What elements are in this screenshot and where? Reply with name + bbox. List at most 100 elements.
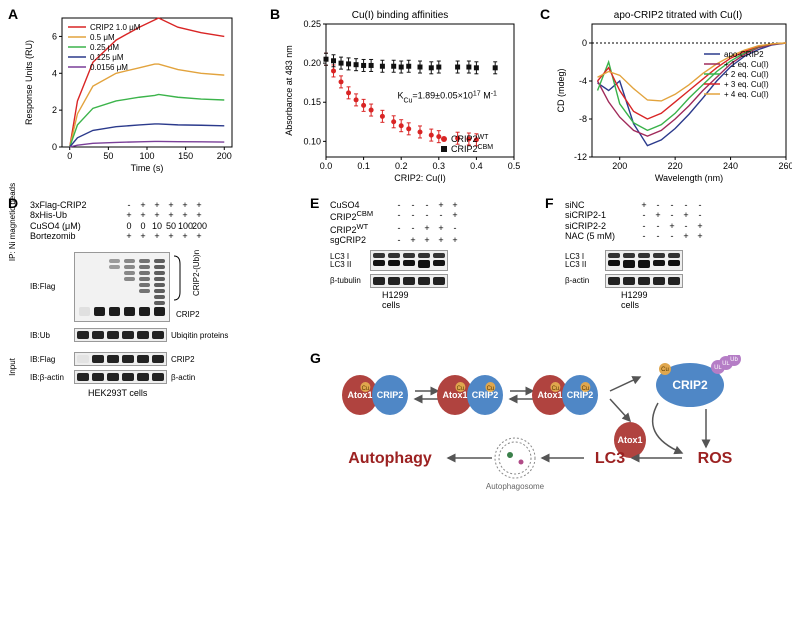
- svg-text:260: 260: [778, 161, 792, 171]
- condition-cell: -: [637, 221, 651, 231]
- condition-cell: -: [679, 200, 693, 210]
- svg-text:100: 100: [139, 151, 154, 161]
- condition-cell: -: [420, 200, 434, 210]
- condition-cell: -: [392, 210, 406, 222]
- condition-cell: +: [693, 231, 707, 241]
- svg-text:Cu: Cu: [582, 386, 590, 392]
- svg-text:150: 150: [178, 151, 193, 161]
- svg-text:CRIP2: CRIP2: [377, 390, 404, 400]
- svg-text:0.0156 μM: 0.0156 μM: [90, 63, 128, 72]
- panel-a-label: A: [8, 6, 18, 22]
- svg-text:+ 3 eq. Cu(I): + 3 eq. Cu(I): [724, 80, 769, 89]
- svg-text:50: 50: [103, 151, 113, 161]
- svg-text:CD (mdeg): CD (mdeg): [556, 68, 566, 112]
- svg-text:200: 200: [612, 161, 627, 171]
- condition-cell: -: [406, 200, 420, 210]
- condition-cell: -: [665, 210, 679, 220]
- condition-cell: +: [192, 210, 206, 220]
- group-input: Input: [8, 342, 17, 392]
- svg-text:LC3: LC3: [595, 450, 625, 467]
- condition-cell: -: [637, 231, 651, 241]
- svg-text:+ 1 eq. Cu(I): + 1 eq. Cu(I): [724, 60, 769, 69]
- condition-cell: +: [150, 231, 164, 241]
- svg-text:Cu: Cu: [457, 386, 465, 392]
- condition-cell: +: [420, 235, 434, 245]
- condition-cell: 10: [150, 221, 164, 231]
- condition-cell: -: [637, 210, 651, 220]
- condition-cell: +: [164, 231, 178, 241]
- svg-text:0.125 μM: 0.125 μM: [90, 53, 124, 62]
- condition-label: siCRIP2-2: [565, 221, 637, 231]
- svg-text:0.10: 0.10: [303, 136, 321, 146]
- svg-text:-4: -4: [579, 76, 587, 86]
- svg-text:Ub: Ub: [730, 357, 738, 363]
- svg-text:+ 4 eq. Cu(I): + 4 eq. Cu(I): [724, 90, 769, 99]
- condition-cell: +: [122, 210, 136, 220]
- condition-cell: +: [178, 210, 192, 220]
- condition-cell: -: [434, 210, 448, 222]
- panel-d-blots: IP: Ni magnetic beadsInputIB:FlagCRIP2-(…: [30, 252, 238, 322]
- condition-cell: +: [448, 200, 462, 210]
- condition-cell: +: [192, 200, 206, 210]
- condition-cell: +: [178, 231, 192, 241]
- condition-label: NAC (5 mM): [565, 231, 637, 241]
- condition-label: 3xFlag-CRIP2: [30, 200, 122, 210]
- svg-text:0.25 μM: 0.25 μM: [90, 43, 119, 52]
- svg-text:0.15: 0.15: [303, 97, 321, 107]
- panel-c-label: C: [540, 6, 550, 22]
- condition-cell: -: [693, 210, 707, 220]
- condition-cell: +: [637, 200, 651, 210]
- svg-text:CRIP2: Cu(I): CRIP2: Cu(I): [394, 173, 446, 183]
- panel-f-cell-line: H1299 cells: [621, 290, 648, 310]
- panel-e-conditions: CuSO4---++CRIP2CBM----+CRIP2WT--++-sgCRI…: [330, 200, 462, 245]
- condition-cell: +: [434, 235, 448, 245]
- svg-text:0: 0: [582, 38, 587, 48]
- condition-cell: -: [448, 223, 462, 235]
- condition-cell: -: [651, 231, 665, 241]
- condition-cell: -: [679, 221, 693, 231]
- condition-label: CRIP2WT: [330, 223, 392, 235]
- condition-cell: -: [392, 223, 406, 235]
- condition-cell: +: [679, 210, 693, 220]
- condition-cell: +: [434, 223, 448, 235]
- condition-cell: +: [651, 210, 665, 220]
- condition-cell: +: [693, 221, 707, 231]
- svg-text:Cu: Cu: [552, 386, 560, 392]
- panel-e-label: E: [310, 195, 319, 211]
- svg-text:0.4: 0.4: [470, 161, 483, 171]
- panel-d-cell-line: HEK293T cells: [88, 388, 147, 398]
- svg-text:220: 220: [668, 161, 683, 171]
- svg-text:0.1: 0.1: [357, 161, 370, 171]
- condition-cell: +: [665, 221, 679, 231]
- svg-text:6: 6: [52, 31, 57, 41]
- condition-label: 8xHis-Ub: [30, 210, 122, 220]
- svg-text:0.3: 0.3: [433, 161, 446, 171]
- svg-text:0.0: 0.0: [320, 161, 333, 171]
- svg-text:0: 0: [67, 151, 72, 161]
- condition-cell: +: [448, 210, 462, 222]
- condition-cell: +: [150, 200, 164, 210]
- svg-text:ROS: ROS: [698, 450, 733, 467]
- svg-text:CRIP2: CRIP2: [567, 390, 594, 400]
- condition-cell: 50: [164, 221, 178, 231]
- condition-cell: +: [164, 210, 178, 220]
- svg-text:0.5: 0.5: [508, 161, 520, 171]
- condition-cell: -: [693, 200, 707, 210]
- panel-f-conditions: siNC+----siCRIP2-1-+-+-siCRIP2-2--+-+NAC…: [565, 200, 707, 241]
- condition-cell: -: [651, 221, 665, 231]
- panel-b-chart: 0.00.10.20.30.40.50.100.150.200.25CRIP2:…: [280, 20, 520, 185]
- panel-e-cell-line: H1299 cells: [382, 290, 409, 310]
- condition-cell: +: [679, 231, 693, 241]
- condition-cell: -: [392, 235, 406, 245]
- svg-text:-12: -12: [574, 152, 587, 162]
- svg-text:-8: -8: [579, 114, 587, 124]
- svg-text:0.25: 0.25: [303, 20, 321, 29]
- svg-text:0: 0: [52, 142, 57, 152]
- svg-text:0.20: 0.20: [303, 58, 321, 68]
- svg-text:Absorbance at 483 nm: Absorbance at 483 nm: [284, 45, 294, 136]
- condition-cell: -: [651, 200, 665, 210]
- condition-cell: 100: [178, 221, 192, 231]
- condition-cell: -: [406, 223, 420, 235]
- svg-text:Wavelength (nm): Wavelength (nm): [655, 173, 723, 183]
- condition-label: siNC: [565, 200, 637, 210]
